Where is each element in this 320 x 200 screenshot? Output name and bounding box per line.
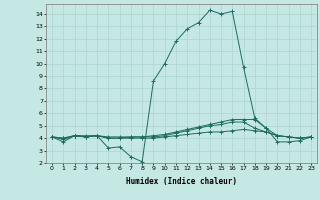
X-axis label: Humidex (Indice chaleur): Humidex (Indice chaleur) (126, 177, 237, 186)
